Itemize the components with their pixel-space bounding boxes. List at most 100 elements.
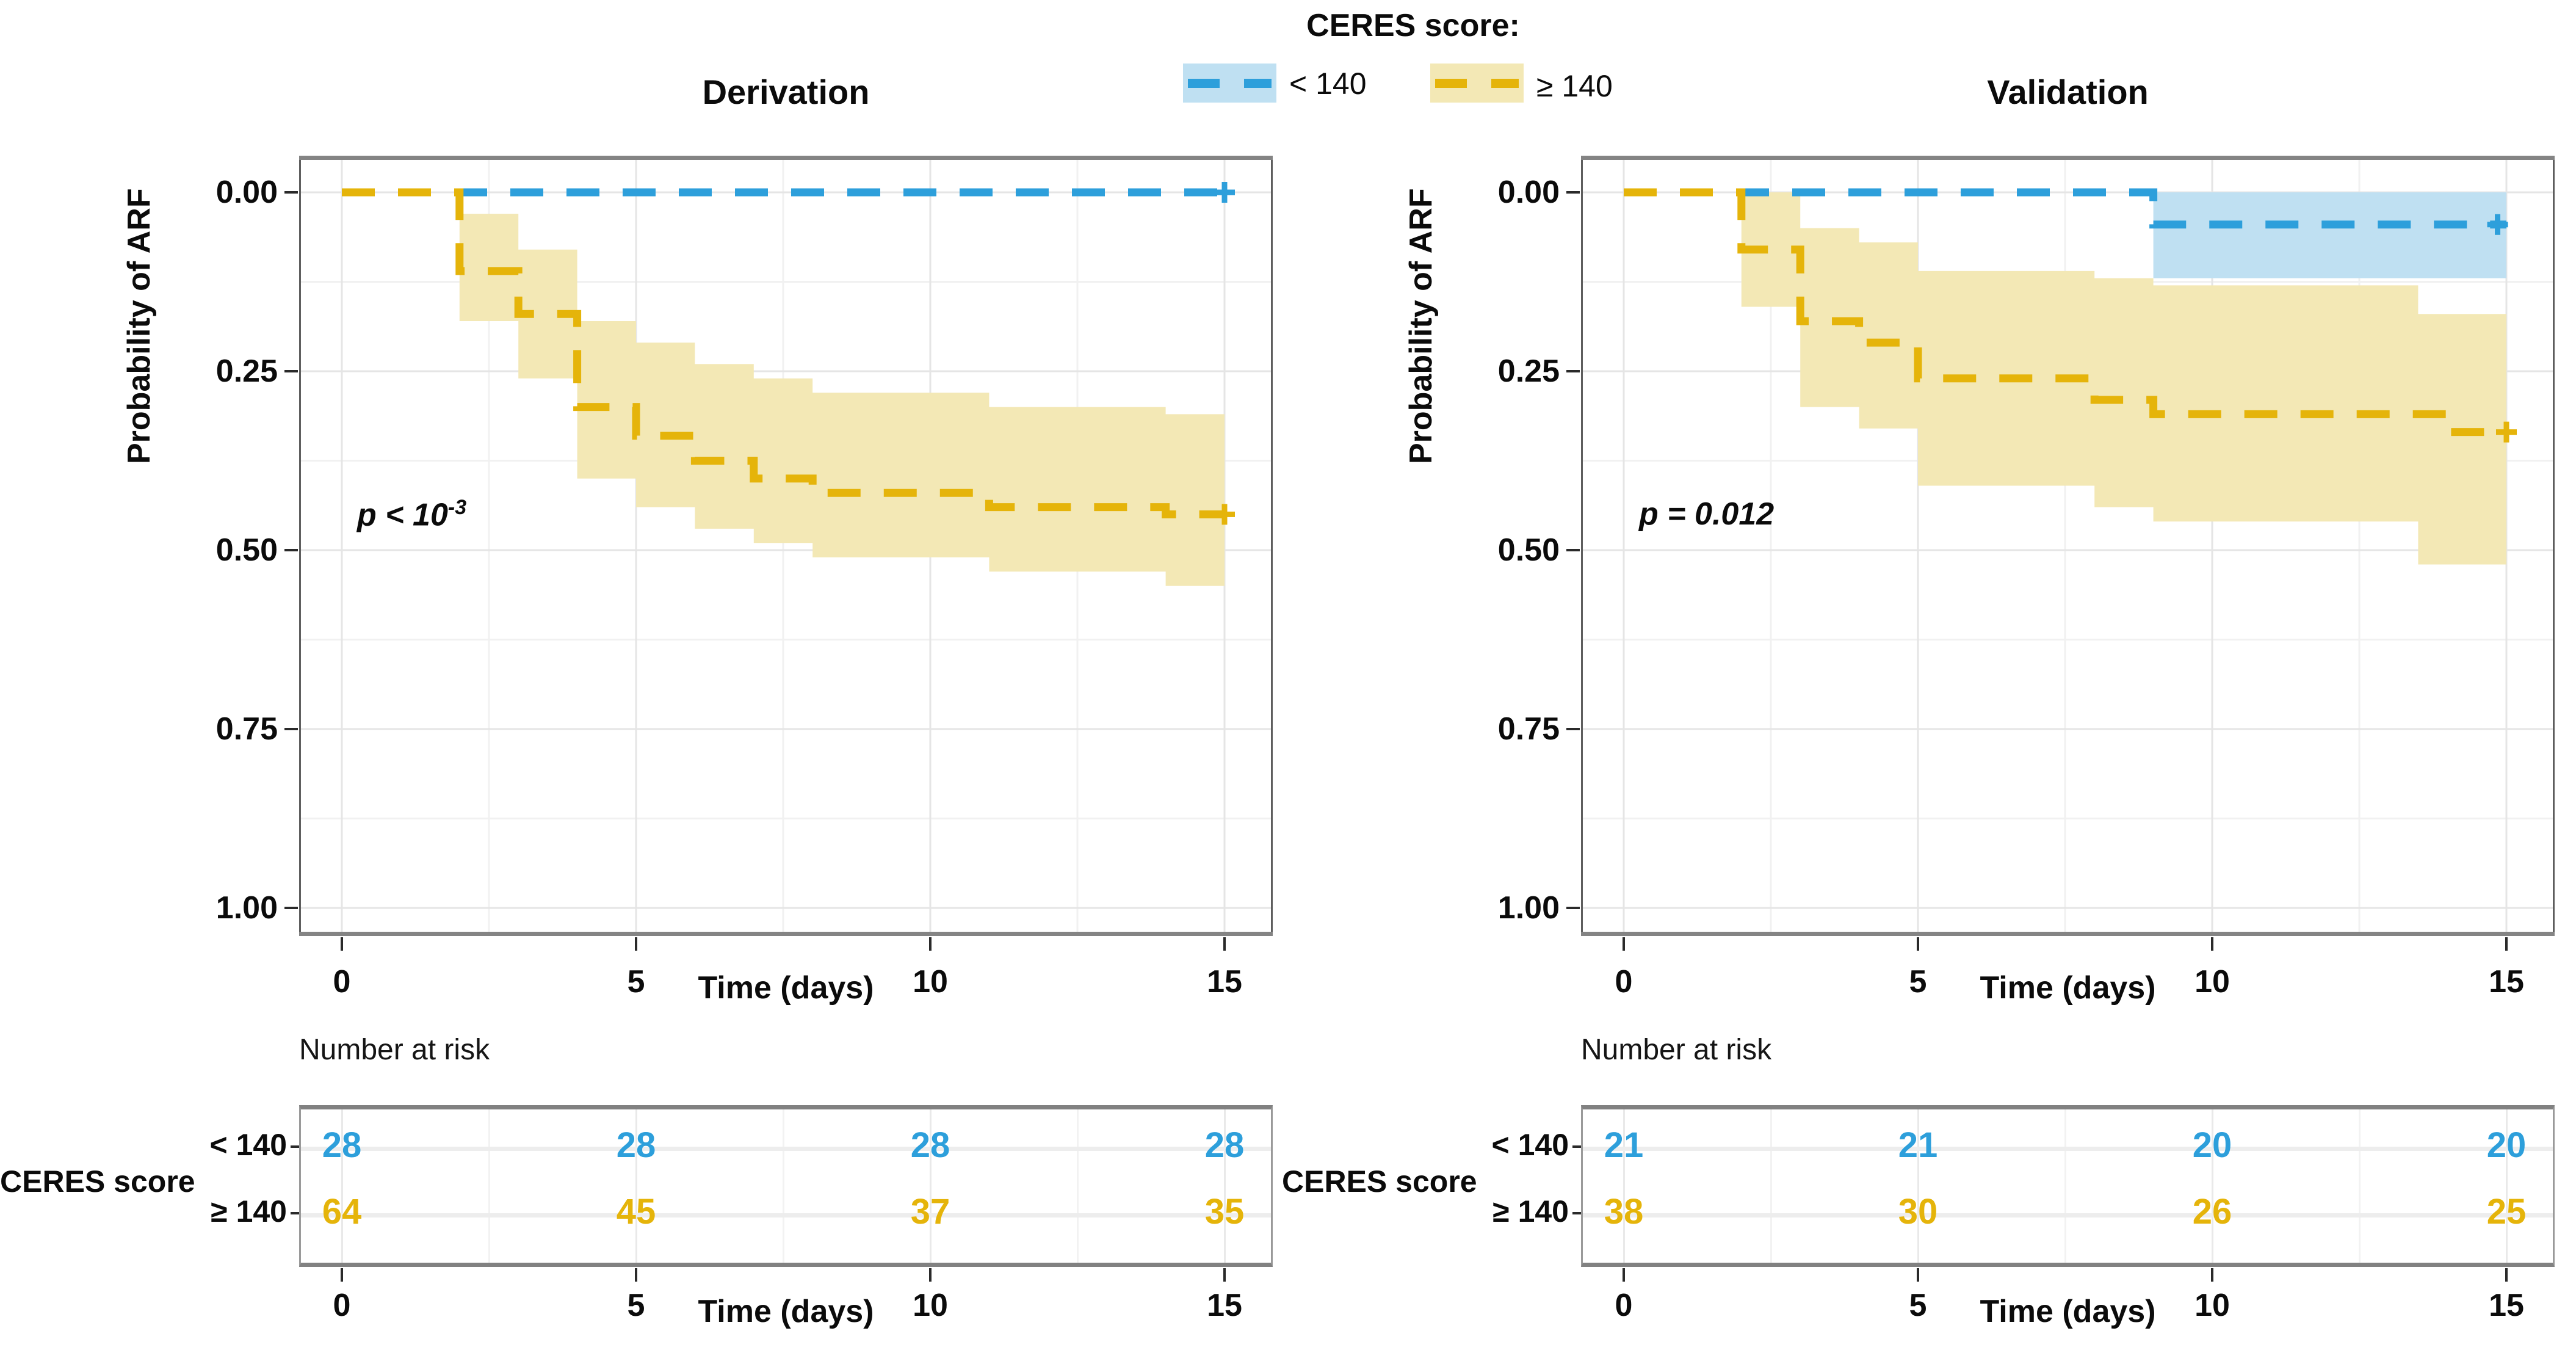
risk-group-label-validation: CERES score [1282,1164,1477,1199]
risk-count: 35 [1204,1192,1245,1232]
ci-band-blue [2153,192,2506,278]
panel-title-validation: Validation [1987,73,2149,111]
risk-count: 21 [1898,1125,1938,1165]
y-tick-label: 0.00 [1497,175,1560,210]
panel-title-derivation: Derivation [702,73,870,111]
km-plot-validation [1581,156,2555,936]
risk-x-tick-label: 5 [627,1288,645,1323]
km-plot-derivation [299,156,1273,936]
risk-row-stripe [301,1147,1271,1151]
risk-x-tick-mark [1623,1268,1625,1282]
risk-table-validation [1581,1105,2555,1267]
risk-count: 20 [2192,1125,2232,1165]
risk-row-label: < 140 [1491,1128,1569,1162]
risk-count: 37 [910,1192,950,1232]
legend-item-lt140: < 140 [1289,67,1367,101]
risk-count: 20 [2486,1125,2527,1165]
legend-swatch-lt140 [1183,64,1276,103]
p-value-text: p < 10 [357,497,448,533]
legend-item-ge140: ≥ 140 [1536,69,1613,103]
risk-x-tick-label: 10 [913,1288,948,1323]
risk-x-tick-label: 5 [1909,1288,1927,1323]
x-tick-label: 10 [913,964,948,1000]
risk-row-tick [1572,1145,1581,1148]
x-tick-mark [1223,937,1226,951]
risk-row-stripe [1583,1213,2553,1218]
risk-gridline [341,1109,343,1263]
y-tick-mark [284,728,298,730]
risk-row-label: ≥ 140 [211,1194,287,1228]
risk-table-header-validation: Number at risk [1581,1034,1772,1066]
km-curve-yellow [342,188,1225,518]
x-tick-mark [1623,937,1625,951]
risk-count: 21 [1604,1125,1644,1165]
y-tick-label: 1.00 [215,890,278,926]
p-value-text: p = 0.012 [1639,496,1775,532]
risk-x-tick-mark [1223,1268,1226,1282]
risk-x-axis-title-validation: Time (days) [1980,1294,2156,1329]
risk-count: 64 [322,1192,362,1232]
risk-gridline [2506,1109,2508,1263]
x-tick-mark [635,937,637,951]
risk-count: 28 [1204,1125,1245,1165]
risk-x-tick-label: 15 [2489,1288,2524,1323]
risk-x-tick-label: 10 [2194,1288,2230,1323]
legend-dash-blue-icon [1188,79,1272,88]
p-value-derivation: p < 10-3 [357,496,466,533]
x-tick-label: 0 [1615,964,1633,1000]
x-axis-title-derivation: Time (days) [698,970,874,1006]
y-tick-mark [284,370,298,372]
risk-x-tick-label: 0 [333,1288,351,1323]
risk-row-stripe [1583,1147,2553,1151]
x-tick-label: 5 [1909,964,1927,1000]
p-value-exponent: -3 [447,496,467,519]
legend-dash-yellow-icon [1435,79,1519,88]
y-tick-mark [284,549,298,551]
risk-gridline [2359,1109,2361,1263]
x-tick-label: 15 [1207,964,1242,1000]
y-tick-label: 0.75 [215,711,278,747]
risk-table-derivation [299,1105,1273,1267]
risk-gridline [1917,1109,1919,1263]
risk-count: 45 [616,1192,656,1232]
risk-table-header-derivation: Number at risk [299,1034,490,1066]
legend-swatch-ge140 [1430,64,1524,103]
risk-x-axis-title-derivation: Time (days) [698,1294,874,1329]
risk-x-tick-mark [341,1268,343,1282]
risk-count: 28 [910,1125,950,1165]
y-tick-mark [1566,728,1580,730]
y-tick-label: 0.00 [215,175,278,210]
y-tick-mark [1566,549,1580,551]
y-tick-label: 0.25 [1497,354,1560,389]
risk-count: 25 [2486,1192,2527,1232]
risk-count: 26 [2192,1192,2232,1232]
risk-x-tick-mark [2211,1268,2213,1282]
y-tick-label: 1.00 [1497,890,1560,926]
risk-gridline [2212,1109,2213,1263]
p-value-validation: p = 0.012 [1639,496,1774,532]
x-tick-label: 15 [2489,964,2524,1000]
risk-gridline [1077,1109,1079,1263]
risk-gridline [2064,1109,2066,1263]
risk-x-tick-mark [929,1268,932,1282]
x-tick-label: 10 [2194,964,2230,1000]
y-tick-mark [284,907,298,909]
x-tick-mark [929,937,932,951]
x-tick-mark [1917,937,1919,951]
risk-row-tick [291,1212,299,1214]
risk-x-tick-label: 0 [1615,1288,1633,1323]
risk-gridline [488,1109,490,1263]
x-axis-title-validation: Time (days) [1980,970,2156,1006]
risk-row-label: ≥ 140 [1492,1194,1569,1228]
risk-row-label: < 140 [209,1128,287,1162]
risk-gridline [930,1109,932,1263]
risk-row-tick [1572,1212,1581,1214]
y-tick-mark [1566,191,1580,194]
x-tick-mark [2505,937,2508,951]
risk-gridline [1770,1109,1772,1263]
x-tick-mark [341,937,343,951]
risk-x-tick-mark [2505,1268,2508,1282]
risk-row-stripe [301,1213,1271,1218]
risk-count: 38 [1604,1192,1644,1232]
